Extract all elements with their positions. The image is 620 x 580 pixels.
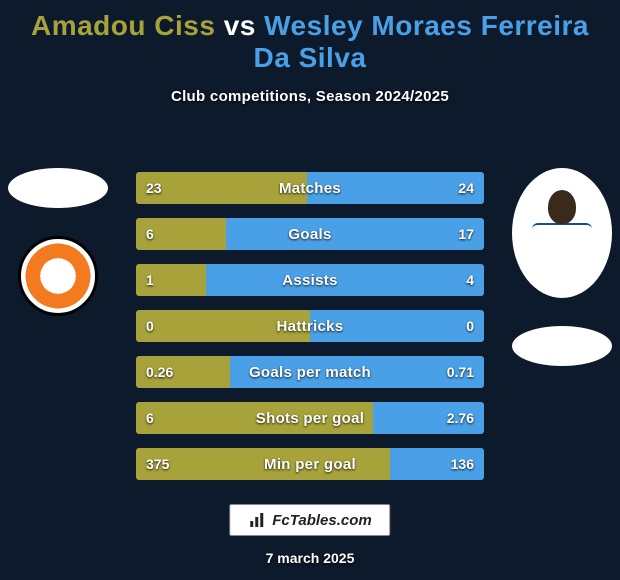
- stat-label: Assists: [136, 272, 484, 289]
- stat-row: 375136Min per goal: [136, 448, 484, 480]
- player1-club-badge: [18, 236, 98, 316]
- stat-label: Min per goal: [136, 456, 484, 473]
- player-left-column: [8, 168, 108, 316]
- branding-chart-icon: [248, 511, 266, 529]
- adanaspor-badge-icon: [18, 236, 98, 316]
- stat-row: 617Goals: [136, 218, 484, 250]
- stat-label: Matches: [136, 180, 484, 197]
- stat-row: 0.260.71Goals per match: [136, 356, 484, 388]
- player2-flag: [512, 326, 612, 366]
- player-right-column: [512, 168, 612, 366]
- stat-label: Goals: [136, 226, 484, 243]
- stat-row: 14Assists: [136, 264, 484, 296]
- player1-flag: [8, 168, 108, 208]
- stat-row: 62.76Shots per goal: [136, 402, 484, 434]
- stat-label: Hattricks: [136, 318, 484, 335]
- date-text: 7 march 2025: [0, 550, 620, 566]
- stat-row: 00Hattricks: [136, 310, 484, 342]
- player1-name: Amadou Ciss: [31, 10, 215, 41]
- stat-label: Goals per match: [136, 364, 484, 381]
- player2-name: Wesley Moraes Ferreira Da Silva: [254, 10, 590, 73]
- subtitle: Club competitions, Season 2024/2025: [0, 88, 620, 105]
- branding-badge: FcTables.com: [229, 504, 390, 536]
- player2-jersey-icon: [522, 188, 602, 278]
- comparison-title: Amadou Ciss vs Wesley Moraes Ferreira Da…: [0, 0, 620, 74]
- stat-label: Shots per goal: [136, 410, 484, 427]
- player2-photo: [512, 168, 612, 298]
- title-vs: vs: [215, 10, 264, 41]
- branding-text: FcTables.com: [272, 512, 371, 529]
- stat-row: 2324Matches: [136, 172, 484, 204]
- stats-bars: 2324Matches 617Goals 14Assists 00Hattricks 0…: [136, 172, 484, 494]
